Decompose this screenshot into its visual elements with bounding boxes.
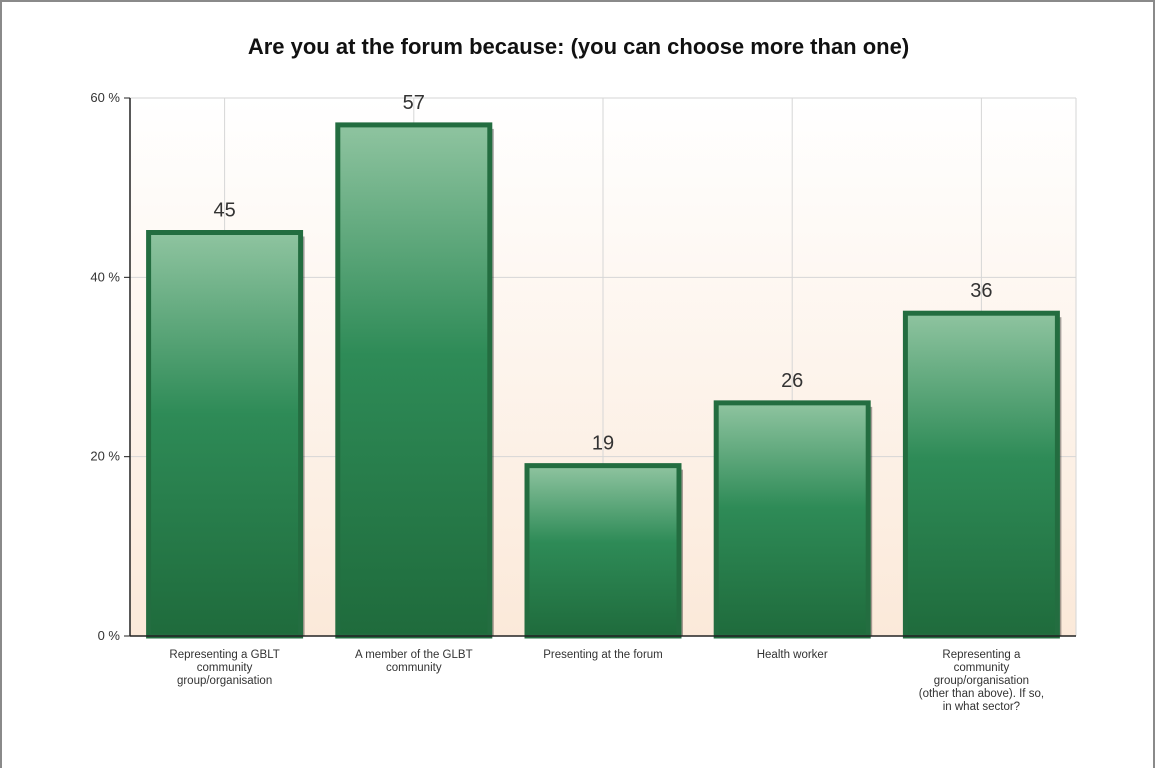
- bar-group: [524, 463, 683, 639]
- bar: [524, 463, 682, 639]
- x-category-label: Representing a community group/organisatio…: [919, 649, 1044, 713]
- x-category-label-line: A member of the GLBT: [355, 649, 473, 661]
- x-category-label: Health worker: [757, 649, 828, 661]
- x-category-label-line: Representing a GBLT: [169, 649, 279, 661]
- x-category-label-line: community: [197, 662, 253, 674]
- bar-group: [713, 400, 873, 639]
- bar-group: [146, 230, 305, 639]
- bar-group: [335, 122, 494, 639]
- bar: [335, 122, 493, 639]
- bar-group: [902, 310, 1062, 639]
- bar-value-label: 26: [781, 370, 803, 392]
- chart-title: Are you at the forum because: (you can c…: [247, 34, 910, 59]
- x-category-label-line: Presenting at the forum: [543, 649, 663, 661]
- x-category-label-line: (other than above). If so,: [919, 688, 1044, 700]
- x-category-label-line: group/organisation: [177, 675, 272, 687]
- x-category-label-line: Representing a: [942, 649, 1021, 661]
- x-category-label-line: Health worker: [757, 649, 828, 661]
- y-tick-label: 60 %: [90, 90, 120, 105]
- x-category-label-line: in what sector?: [943, 701, 1020, 713]
- x-category-label: Representing a GBLT community group/organi…: [169, 649, 279, 687]
- bar: [902, 310, 1060, 639]
- x-category-label: A member of the GLBT community: [355, 649, 473, 674]
- y-tick-label: 40 %: [90, 269, 120, 284]
- y-tick-label: 0 %: [98, 628, 121, 643]
- bar-value-label: 45: [213, 200, 235, 222]
- bar: [146, 230, 304, 639]
- x-category-label: Presenting at the forum: [543, 649, 663, 661]
- x-category-label-line: group/organisation: [934, 675, 1029, 687]
- bar-value-label: 19: [592, 433, 614, 455]
- x-category-label-line: community: [954, 662, 1010, 674]
- bar-value-label: 36: [970, 280, 992, 302]
- x-category-label-line: community: [386, 662, 442, 674]
- y-tick-label: 20 %: [90, 449, 120, 464]
- bar: [713, 400, 871, 639]
- bar-value-label: 57: [403, 92, 425, 114]
